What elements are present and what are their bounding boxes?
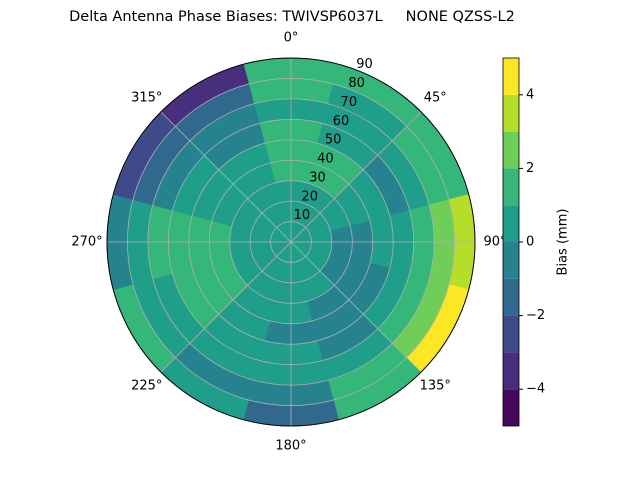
colorbar-tick-label: 2 xyxy=(526,161,534,176)
colorbar-band xyxy=(503,242,519,279)
radial-tick-label: 90 xyxy=(356,57,373,72)
polar-frame xyxy=(106,57,476,427)
colorbar-band xyxy=(503,58,519,95)
angular-tick-label: 225° xyxy=(131,379,162,394)
colorbar-band xyxy=(503,389,519,426)
radial-tick-label: 50 xyxy=(325,133,342,148)
angular-tick-label: 270° xyxy=(71,235,102,250)
angular-grid-line xyxy=(290,111,422,243)
colorbar-tick-label: −4 xyxy=(526,382,545,397)
colorbar-tick-label: −2 xyxy=(526,308,545,323)
colorbar-band xyxy=(503,352,519,390)
angular-grid-line xyxy=(290,241,422,373)
radial-tick-label: 60 xyxy=(333,114,350,129)
radial-tick-label: 80 xyxy=(348,76,365,91)
radial-tick-label: 20 xyxy=(301,189,318,204)
colorbar-band xyxy=(503,315,519,353)
colorbar-tick-label: 4 xyxy=(526,87,534,102)
angular-tick-label: 135° xyxy=(420,379,451,394)
colorbar-band xyxy=(503,131,519,169)
angular-tick-label: 90° xyxy=(483,235,506,250)
colorbar-tick-label: 0 xyxy=(526,235,534,250)
radial-tick-label: 10 xyxy=(294,208,311,223)
colorbar-label: Bias (mm) xyxy=(556,209,571,276)
radial-tick-label: 40 xyxy=(317,152,334,167)
colorbar-band xyxy=(503,94,519,132)
radial-tick-label: 30 xyxy=(309,170,326,185)
angular-tick-label: 0° xyxy=(284,31,299,46)
angular-grid-line xyxy=(160,111,292,243)
radial-tick-label: 70 xyxy=(341,95,358,110)
angular-tick-label: 180° xyxy=(275,439,306,454)
angular-tick-label: 45° xyxy=(424,90,447,105)
colorbar-band xyxy=(503,278,519,316)
angular-tick-label: 315° xyxy=(131,90,162,105)
angular-grid-line xyxy=(160,241,292,373)
colorbar-band xyxy=(503,205,519,242)
chart-title: Delta Antenna Phase Biases: TWIVSP6037L … xyxy=(69,9,515,25)
colorbar-band xyxy=(503,168,519,206)
